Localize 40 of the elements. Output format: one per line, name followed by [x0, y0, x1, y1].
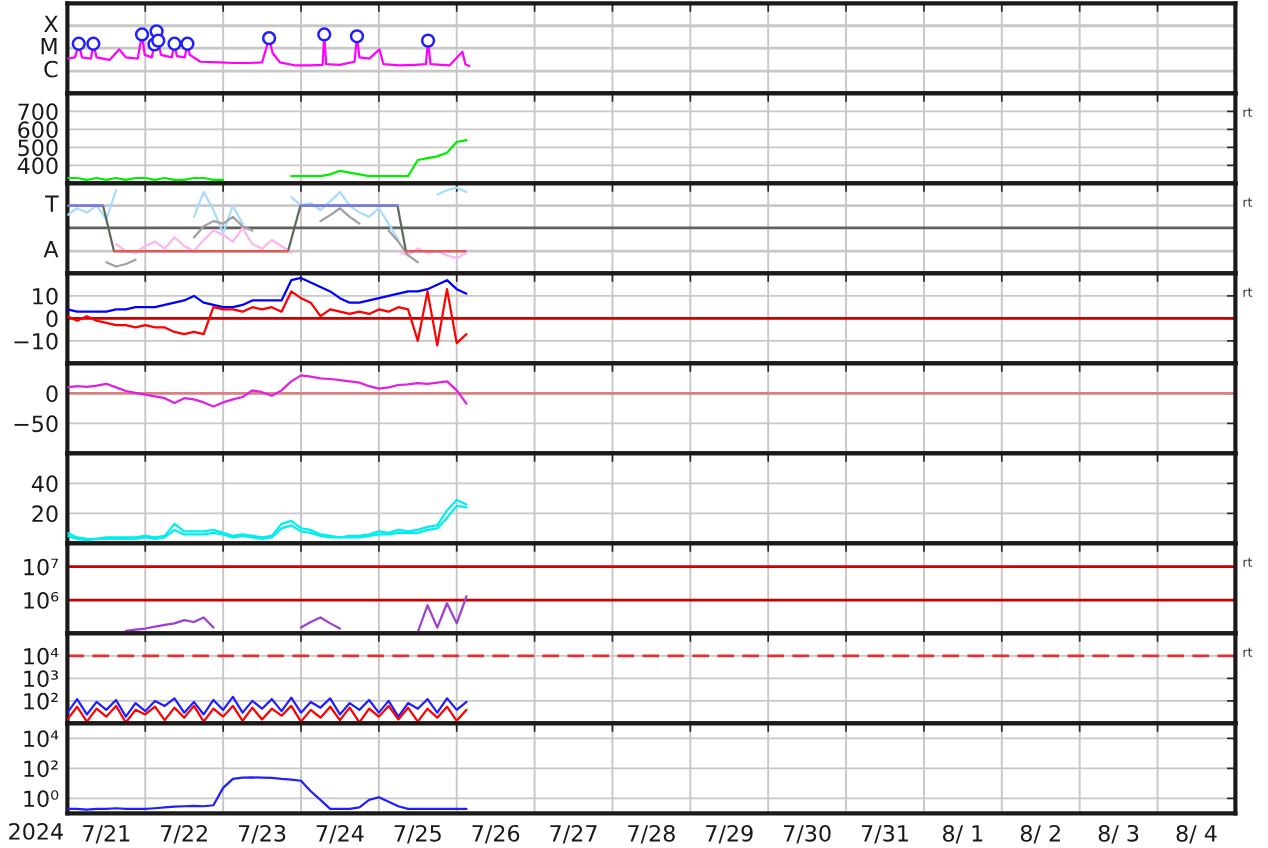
y-tick-label: 400: [17, 157, 58, 175]
x-tick-label: 7/24: [316, 824, 364, 844]
x-tick-label: 7/27: [550, 824, 597, 844]
x-tick-label: 7/21: [83, 824, 130, 844]
x-tick-label: 8/ 2: [1020, 824, 1060, 844]
y-tick-label: 600: [18, 121, 58, 139]
ref-line-label: A: [43, 241, 59, 258]
x-tick-label: 7/28: [628, 824, 675, 844]
x-tick-label: 7/29: [706, 824, 753, 844]
ref-line-label: M: [41, 38, 57, 55]
x-tick-label: 8/ 1: [942, 824, 983, 844]
x-tick-label: 7/30: [784, 824, 831, 844]
y-tick-label: 10⁷: [24, 558, 59, 576]
y-tick-label: −50: [14, 415, 58, 433]
y-tick-label: 10: [33, 287, 58, 305]
x-axis-title: 2024: [9, 823, 63, 840]
y-tick-label: 10²: [24, 760, 58, 778]
y-tick-label: 40: [31, 475, 58, 493]
x-tick-label: 7/22: [161, 824, 207, 844]
x-tick-label: 7/25: [394, 824, 441, 844]
ref-line-label: T: [45, 195, 59, 212]
y-tick-label: 700: [18, 103, 58, 121]
x-tick-label: 7/23: [238, 824, 286, 844]
y-tick-label: 20: [32, 505, 58, 523]
y-tick-label: 0: [46, 385, 58, 403]
y-tick-label: 10³: [24, 670, 58, 688]
y-tick-label: 10⁰: [24, 790, 59, 808]
x-tick-label: 7/31: [861, 824, 908, 844]
y-tick-label: 10⁶: [24, 592, 59, 609]
y-tick-label: 0: [46, 310, 58, 328]
y-tick-label: 10⁴: [24, 647, 59, 665]
x-tick-label: 7/26: [472, 824, 520, 844]
x-tick-label: 8/ 4: [1176, 824, 1217, 844]
y-tick-label: 10²: [24, 692, 58, 710]
ref-line-label: X: [44, 15, 58, 32]
ref-line-label: C: [44, 60, 58, 78]
y-tick-label: −10: [14, 332, 58, 350]
y-tick-label: 500: [18, 139, 58, 157]
y-tick-label: 10⁴: [24, 730, 59, 748]
x-tick-label: 8/ 3: [1098, 824, 1139, 844]
